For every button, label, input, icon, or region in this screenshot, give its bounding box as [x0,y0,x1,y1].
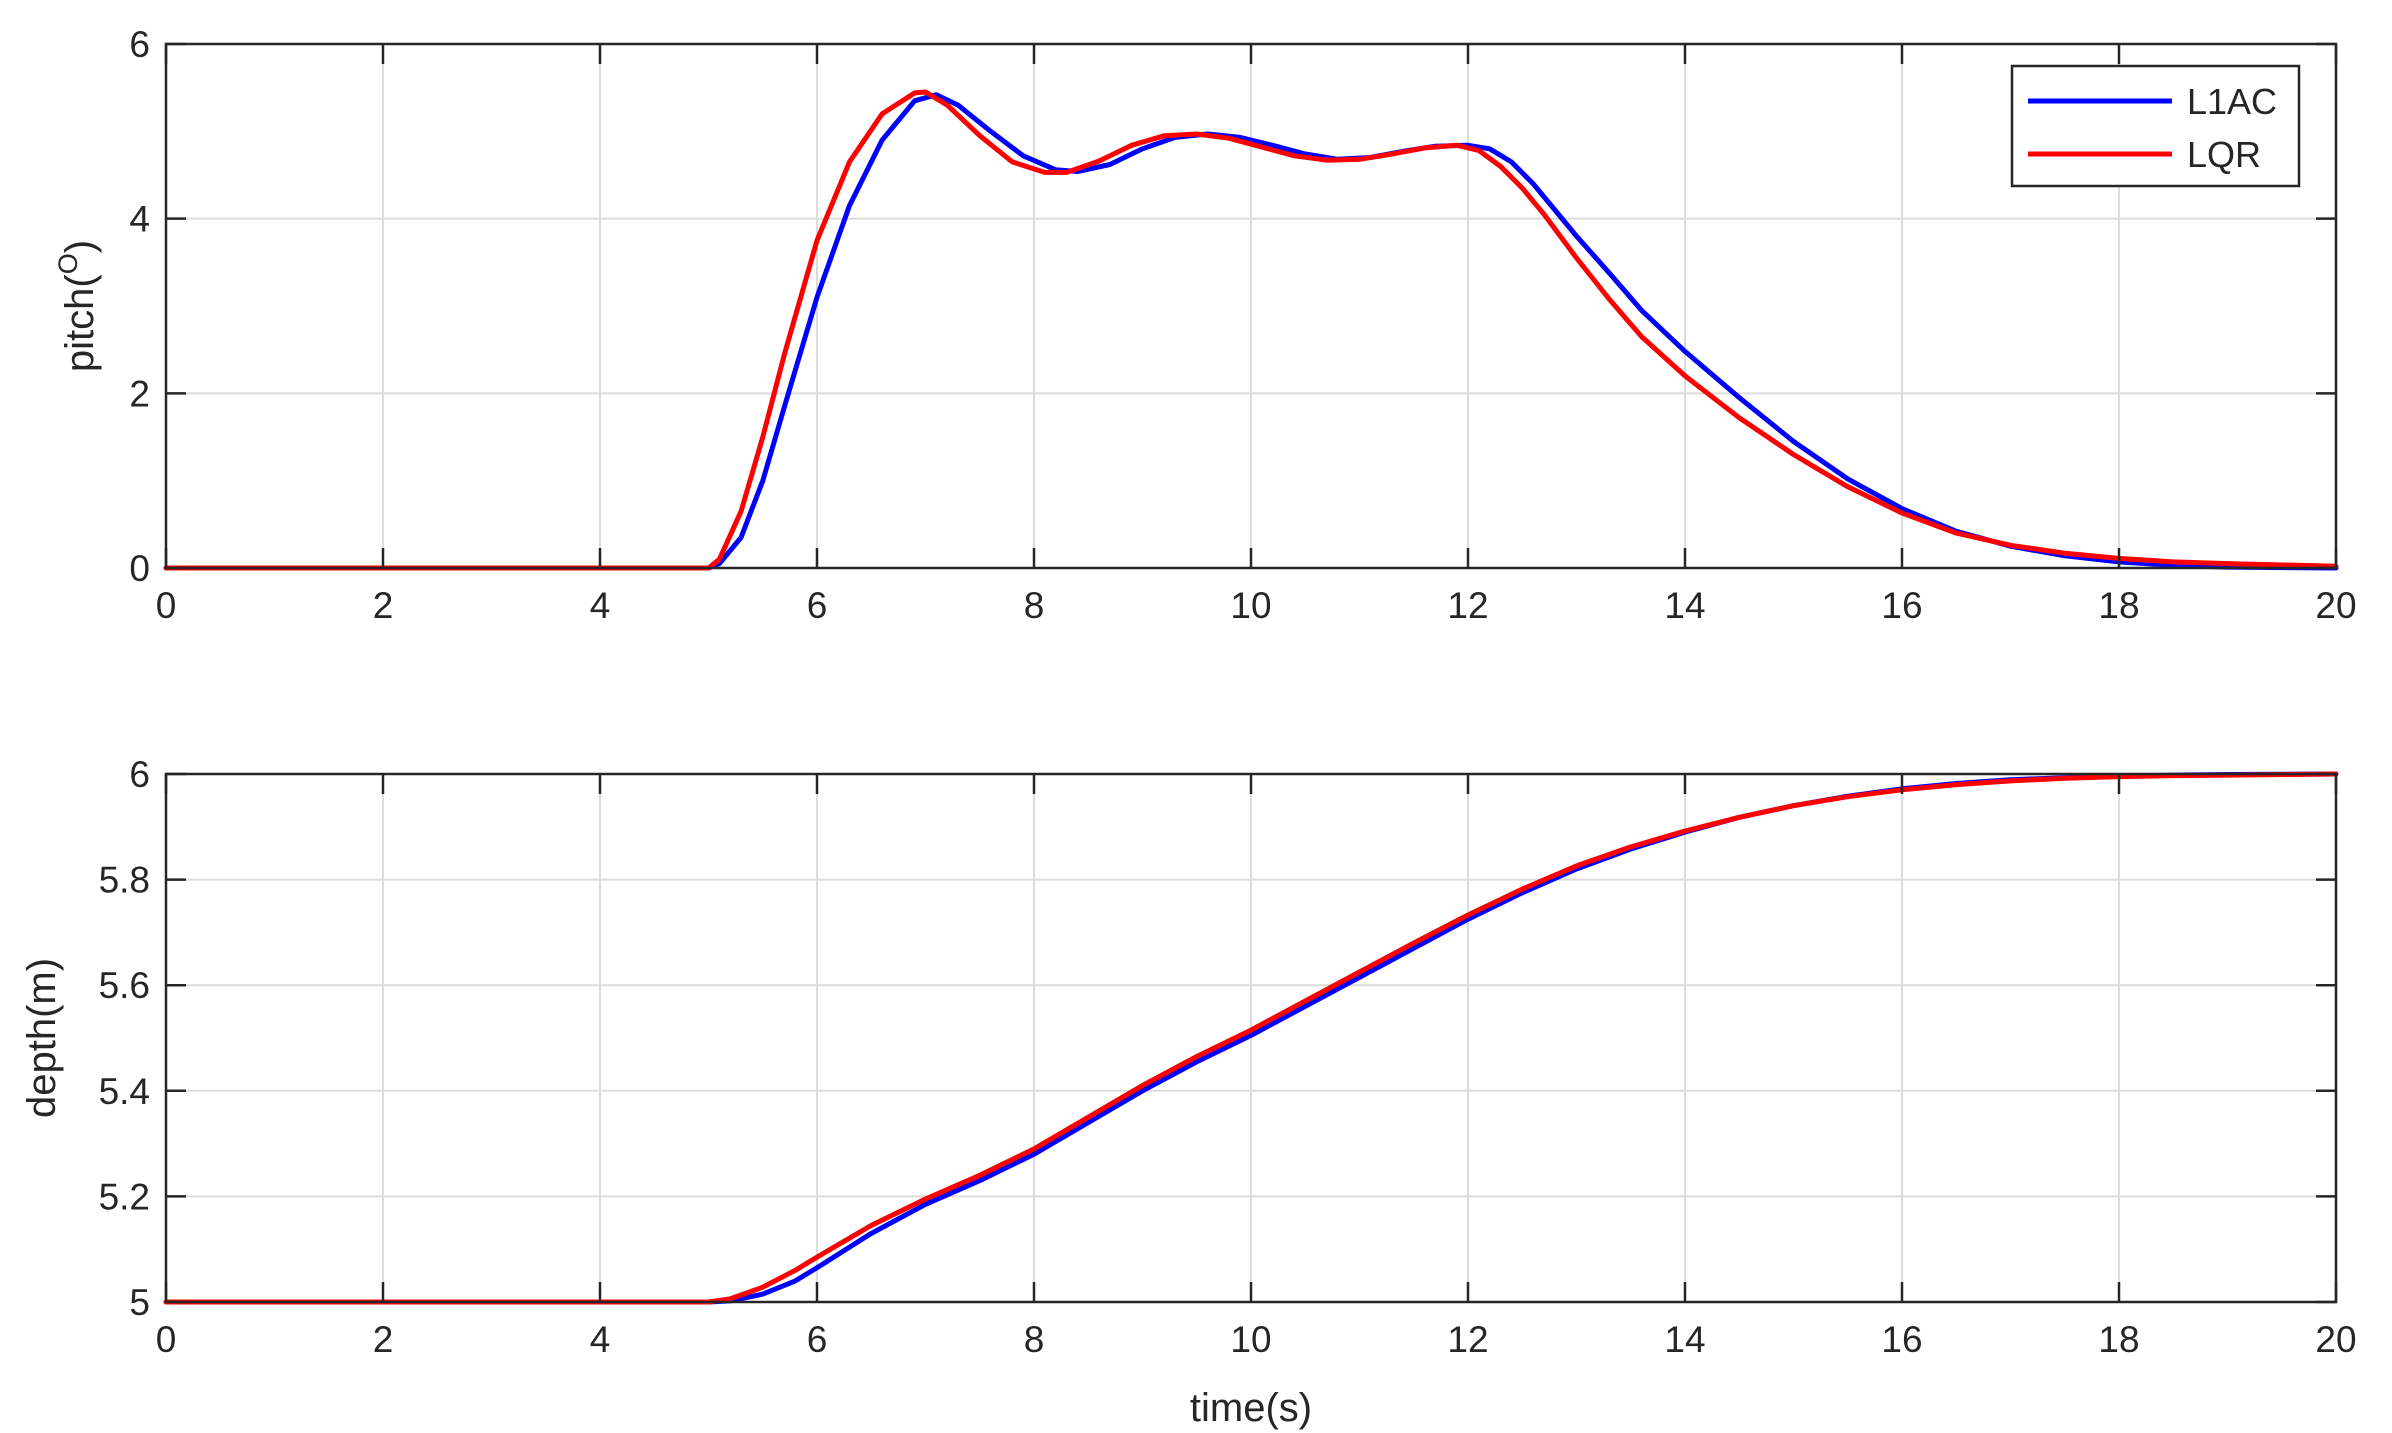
pitch-y-tick-label: 6 [129,24,150,65]
depth-subplot: 0 2 4 6 8 10 12 14 16 18 20 5 5.2 5.4 5.6 5.8 6 depth(m)… [20,754,2357,1430]
depth-y-tick-label: 6 [129,754,150,795]
depth-x-tick-label: 18 [2098,1319,2139,1360]
depth-x-tick-label: 2 [373,1319,394,1360]
depth-x-tick-label: 8 [1024,1319,1045,1360]
pitch-y-tick-label: 0 [129,548,150,589]
pitch-x-tick-label: 4 [590,585,611,626]
depth-series-lqr [163,771,2339,1305]
pitch-x-tick-label: 18 [2098,585,2139,626]
depth-x-tick-label: 4 [590,1319,611,1360]
depth-x-tick-label: 16 [1881,1319,1922,1360]
pitch-series [163,89,2339,571]
legend-label-l1ac: L1AC [2187,81,2277,122]
pitch-x-tick-label: 0 [156,585,177,626]
legend-label-lqr: LQR [2187,134,2261,175]
depth-y-tick-label: 5.8 [99,860,150,901]
depth-ticks: 0 2 4 6 8 10 12 14 16 18 20 5 5.2 5.4 5.6 5.8 6 [99,754,2357,1360]
pitch-subplot: 0 2 4 6 8 10 12 14 16 18 20 0 2 4 6 pitch(O) L1AC LQR [53,24,2357,626]
depth-y-tick-label: 5.6 [99,965,150,1006]
pitch-y-tick-label: 4 [129,199,150,240]
pitch-x-tick-label: 10 [1230,585,1271,626]
depth-y-axis-label: depth(m) [20,958,64,1118]
depth-x-axis-label: time(s) [1190,1386,1312,1430]
pitch-y-axis-label-base: pitch( [58,274,102,372]
pitch-series-lqr [163,89,2339,571]
pitch-x-tick-label: 8 [1024,585,1045,626]
pitch-y-axis-label: pitch(O) [53,240,102,372]
pitch-y-axis-label-tail: ) [58,240,102,253]
depth-x-tick-label: 12 [1447,1319,1488,1360]
pitch-x-tick-label: 14 [1664,585,1705,626]
pitch-x-tick-label: 2 [373,585,394,626]
depth-x-tick-label: 10 [1230,1319,1271,1360]
depth-x-tick-label: 0 [156,1319,177,1360]
depth-y-tick-label: 5.2 [99,1176,150,1217]
pitch-y-tick-label: 2 [129,373,150,414]
pitch-y-axis-label-superscript: O [53,253,83,274]
depth-x-tick-label: 14 [1664,1319,1705,1360]
depth-series [163,771,2339,1305]
depth-y-tick-label: 5 [129,1282,150,1323]
depth-y-tick-label: 5.4 [99,1071,150,1112]
depth-x-tick-label: 20 [2315,1319,2356,1360]
pitch-x-tick-label: 6 [807,585,828,626]
pitch-x-tick-label: 16 [1881,585,1922,626]
legend-box [2010,64,2301,188]
pitch-x-tick-label: 20 [2315,585,2356,626]
depth-x-tick-label: 6 [807,1319,828,1360]
pitch-x-tick-label: 12 [1447,585,1488,626]
legend: L1AC LQR [2010,64,2301,188]
pitch-ticks: 0 2 4 6 8 10 12 14 16 18 20 0 2 4 6 [129,24,2356,626]
